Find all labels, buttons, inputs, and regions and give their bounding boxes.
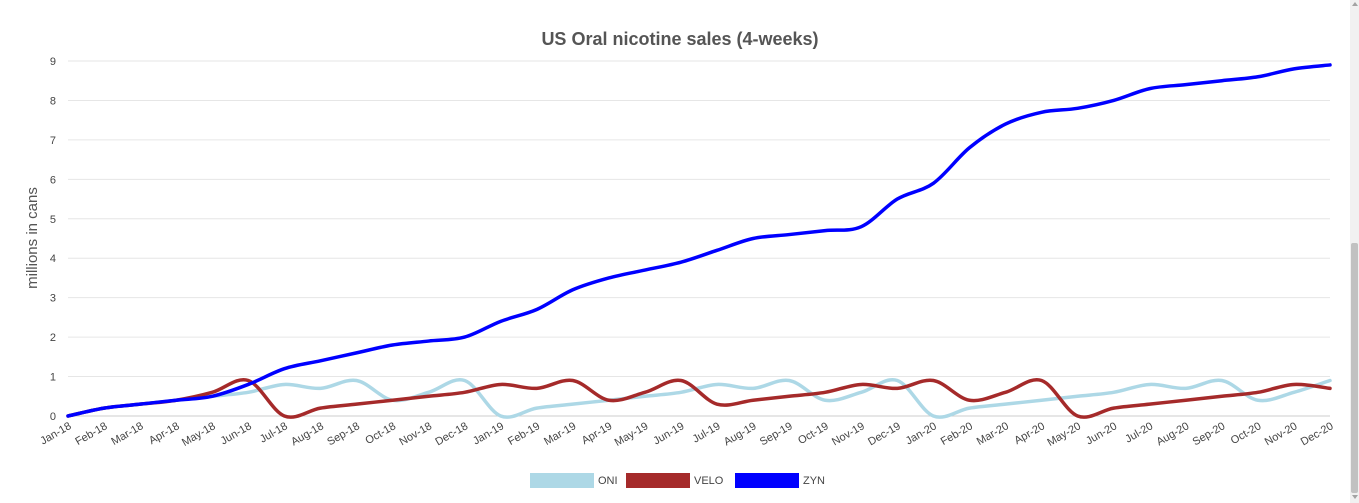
series-line-zyn: [66, 63, 1332, 418]
y-tick-labels: 0 1 2 3 4 5 6 7 8 9: [50, 56, 56, 423]
x-tick-label: Jul-19: [691, 420, 723, 445]
x-tick-label: Jan-19: [471, 420, 506, 447]
x-tick-label: Oct-19: [796, 420, 831, 447]
x-tick-label: Nov-18: [397, 420, 434, 448]
x-tick-label: Mar-19: [542, 420, 578, 448]
x-tick-label: Sep-19: [758, 420, 795, 448]
x-tick-label: Sep-18: [325, 420, 362, 448]
y-tick-label: 0: [50, 411, 56, 423]
y-tick-label: 9: [50, 56, 56, 68]
y-axis-label: millions in cans: [24, 187, 41, 289]
x-tick-label: Apr-18: [147, 420, 182, 447]
x-tick-label: Aug-20: [1155, 420, 1192, 448]
x-tick-label: Nov-19: [830, 420, 867, 448]
y-tick-label: 3: [50, 293, 56, 305]
y-tick-label: 6: [50, 174, 56, 186]
x-tick-label: Feb-18: [73, 420, 109, 448]
y-tick-label: 1: [50, 372, 56, 384]
grid-lines: [68, 60, 1330, 417]
x-tick-label: Apr-19: [580, 420, 615, 447]
y-tick-label: 7: [50, 135, 56, 147]
chart-title: US Oral nicotine sales (4-weeks): [541, 29, 818, 49]
x-tick-label: Nov-20: [1263, 420, 1300, 448]
x-tick-label: Jan-18: [38, 420, 73, 447]
x-tick-label: Dec-20: [1299, 420, 1336, 448]
series-line-velo: [66, 378, 1332, 419]
legend-swatch-oni[interactable]: [530, 473, 594, 488]
x-tick-label: Mar-18: [109, 420, 145, 448]
x-tick-label: Sep-20: [1191, 420, 1228, 448]
x-tick-label: Oct-18: [363, 420, 398, 447]
legend-label-zyn[interactable]: ZYN: [803, 475, 825, 487]
x-tick-label: Aug-18: [289, 420, 326, 448]
y-tick-label: 2: [50, 332, 56, 344]
legend-label-oni[interactable]: ONI: [598, 475, 618, 487]
legend-swatch-zyn[interactable]: [735, 473, 799, 488]
series-line-oni: [66, 378, 1332, 419]
x-tick-label: Jun-20: [1084, 420, 1119, 447]
y-tick-label: 5: [50, 214, 56, 226]
x-tick-label: Jul-18: [258, 420, 290, 445]
series-lines: [66, 63, 1332, 419]
x-tick-label: May-19: [613, 420, 651, 449]
y-tick-label: 8: [50, 95, 56, 107]
x-tick-label: Jul-20: [1123, 420, 1155, 445]
scrollbar-thumb[interactable]: [1351, 243, 1358, 493]
legend[interactable]: ONI VELO ZYN: [530, 473, 825, 488]
x-tick-label: Feb-20: [939, 420, 975, 448]
x-tick-label: Feb-19: [506, 420, 542, 448]
x-tick-label: May-20: [1045, 420, 1083, 449]
x-tick-label: Jun-19: [651, 420, 686, 447]
x-tick-label: Oct-20: [1229, 420, 1264, 447]
legend-label-velo[interactable]: VELO: [694, 475, 724, 487]
x-tick-label: May-18: [180, 420, 218, 449]
x-tick-label: Dec-19: [866, 420, 903, 448]
x-tick-label: Aug-19: [722, 420, 759, 448]
x-tick-label: Apr-20: [1012, 420, 1047, 447]
scroll-down-arrow-icon[interactable]: [1352, 495, 1358, 499]
x-tick-label: Mar-20: [975, 420, 1011, 448]
x-tick-label: Dec-18: [433, 420, 470, 448]
y-tick-label: 4: [50, 253, 56, 265]
x-tick-label: Jun-18: [219, 420, 254, 447]
x-tick-label: Jan-20: [904, 420, 939, 447]
legend-swatch-velo[interactable]: [626, 473, 690, 488]
scroll-up-arrow-icon[interactable]: [1352, 2, 1358, 6]
